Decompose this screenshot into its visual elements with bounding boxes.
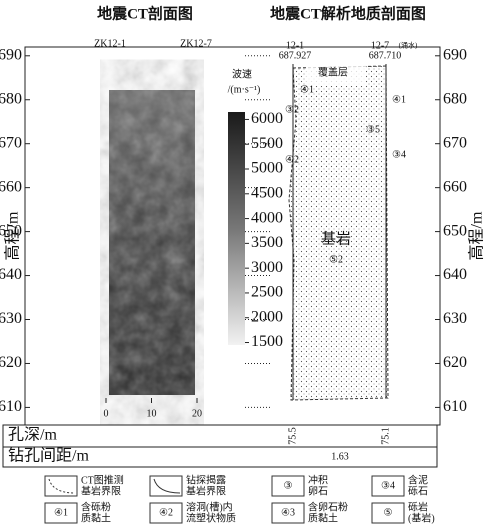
layer-code: ③5 bbox=[366, 124, 380, 135]
spacing-value: 1.63 bbox=[331, 451, 349, 462]
hole-elevation: 687.927 bbox=[279, 50, 312, 61]
figure: 地震CT剖面图 地震CT解析地质剖面图 高程/m 高程/m ZK12-1 ZK1… bbox=[0, 0, 490, 529]
legend-label: 含砾粉 bbox=[81, 500, 111, 513]
legend-label: (基岩) bbox=[408, 511, 435, 524]
x-tick-label: 10 bbox=[147, 408, 157, 419]
colorbar-label: 波速 bbox=[232, 67, 252, 80]
layer-code: ④2 bbox=[285, 154, 299, 165]
colorbar-tick-label: 2500 bbox=[251, 284, 283, 301]
legend-label: 基岩界限 bbox=[186, 484, 226, 497]
depth-value: 75.5 bbox=[287, 427, 298, 445]
hole-elevation: 687.710 bbox=[369, 50, 402, 61]
x-tick-label: 20 bbox=[192, 408, 202, 419]
y-tick-label: 610 bbox=[0, 398, 22, 415]
y-tick-label: 630 bbox=[0, 310, 22, 327]
colorbar-tick-label: 5500 bbox=[251, 135, 283, 152]
table-row-label: 孔深/m bbox=[8, 426, 57, 444]
legend-label: 砾岩 bbox=[408, 500, 428, 513]
colorbar-tick-label: 3000 bbox=[251, 259, 283, 276]
title: 地震CT解析地质剖面图 bbox=[270, 4, 426, 22]
ct-texture bbox=[109, 90, 195, 395]
y-tick-label: 640 bbox=[0, 266, 22, 283]
borehole-label: ZK12-7 bbox=[180, 38, 212, 49]
legend-label: 冲积 bbox=[308, 473, 328, 486]
colorbar-tick-label: 3500 bbox=[251, 234, 283, 251]
colorbar-tick-label: 4000 bbox=[251, 209, 283, 226]
legend-symbol: ③4 bbox=[381, 480, 395, 491]
y-tick-label: 610 bbox=[443, 398, 467, 415]
legend-label: 含卵石粉 bbox=[308, 500, 348, 513]
y-tick-label: 660 bbox=[443, 178, 467, 195]
legend-label: 基岩界限 bbox=[81, 484, 121, 497]
legend-symbol: ④2 bbox=[159, 507, 173, 518]
y-tick-label: 620 bbox=[443, 354, 467, 371]
y-tick-label: 680 bbox=[443, 90, 467, 107]
legend-label: 溶洞(槽)内 bbox=[186, 500, 233, 513]
colorbar bbox=[228, 112, 245, 345]
colorbar-tick-label: 1500 bbox=[251, 333, 283, 350]
legend-label: 砾石 bbox=[408, 484, 428, 497]
borehole-label: ZK12-1 bbox=[94, 38, 126, 49]
y-tick-label: 630 bbox=[443, 310, 467, 327]
y-tick-label: 670 bbox=[443, 134, 467, 151]
colorbar-tick-label: 6000 bbox=[251, 110, 283, 127]
layer-code: ③4 bbox=[392, 149, 406, 160]
y-tick-label: 690 bbox=[0, 46, 22, 63]
y-tick-label: 650 bbox=[443, 222, 467, 239]
y-tick-label: 680 bbox=[0, 90, 22, 107]
legend-line bbox=[154, 479, 180, 493]
legend-label: CT图推测 bbox=[81, 473, 124, 486]
y-tick-label: 620 bbox=[0, 354, 22, 371]
legend-label: 流塑状物质 bbox=[186, 511, 236, 524]
legend-label: 含泥 bbox=[408, 473, 428, 486]
x-tick-label: 0 bbox=[104, 408, 109, 419]
layer-code: ③2 bbox=[285, 104, 299, 115]
legend-symbol: ④3 bbox=[281, 507, 295, 518]
y-axis-label: 高程/m bbox=[468, 211, 486, 260]
table-row-label: 钻孔间距/m bbox=[8, 447, 89, 465]
colorbar-unit: /(m·s⁻¹) bbox=[228, 84, 261, 95]
depth-value: 75.1 bbox=[380, 427, 391, 445]
title: 地震CT剖面图 bbox=[97, 4, 193, 22]
layer-code: ④1 bbox=[300, 84, 314, 95]
legend-label: 质黏土 bbox=[308, 511, 338, 524]
hole-note: (涌水) bbox=[399, 41, 418, 50]
legend-line bbox=[49, 479, 75, 493]
colorbar-tick-label: 5000 bbox=[251, 160, 283, 177]
rock-code: ⑤2 bbox=[329, 254, 343, 265]
legend-label: 钻探揭露 bbox=[186, 473, 226, 486]
colorbar-tick-label: 4500 bbox=[251, 184, 283, 201]
legend-label: 卵石 bbox=[308, 485, 328, 497]
y-tick-label: 650 bbox=[0, 222, 22, 239]
legend-symbol: ③ bbox=[284, 480, 293, 491]
legend-symbol: ⑤ bbox=[384, 507, 393, 518]
legend-symbol: ④1 bbox=[54, 507, 68, 518]
legend-label: 质黏土 bbox=[81, 511, 111, 524]
cover-label: 覆盖层 bbox=[318, 65, 348, 78]
y-tick-label: 640 bbox=[443, 266, 467, 283]
y-tick-label: 690 bbox=[443, 46, 467, 63]
layer-code: ④1 bbox=[392, 94, 406, 105]
y-tick-label: 660 bbox=[0, 178, 22, 195]
y-tick-label: 670 bbox=[0, 134, 22, 151]
colorbar-tick-label: 2000 bbox=[251, 308, 283, 325]
rock-label: 基岩 bbox=[321, 230, 351, 247]
